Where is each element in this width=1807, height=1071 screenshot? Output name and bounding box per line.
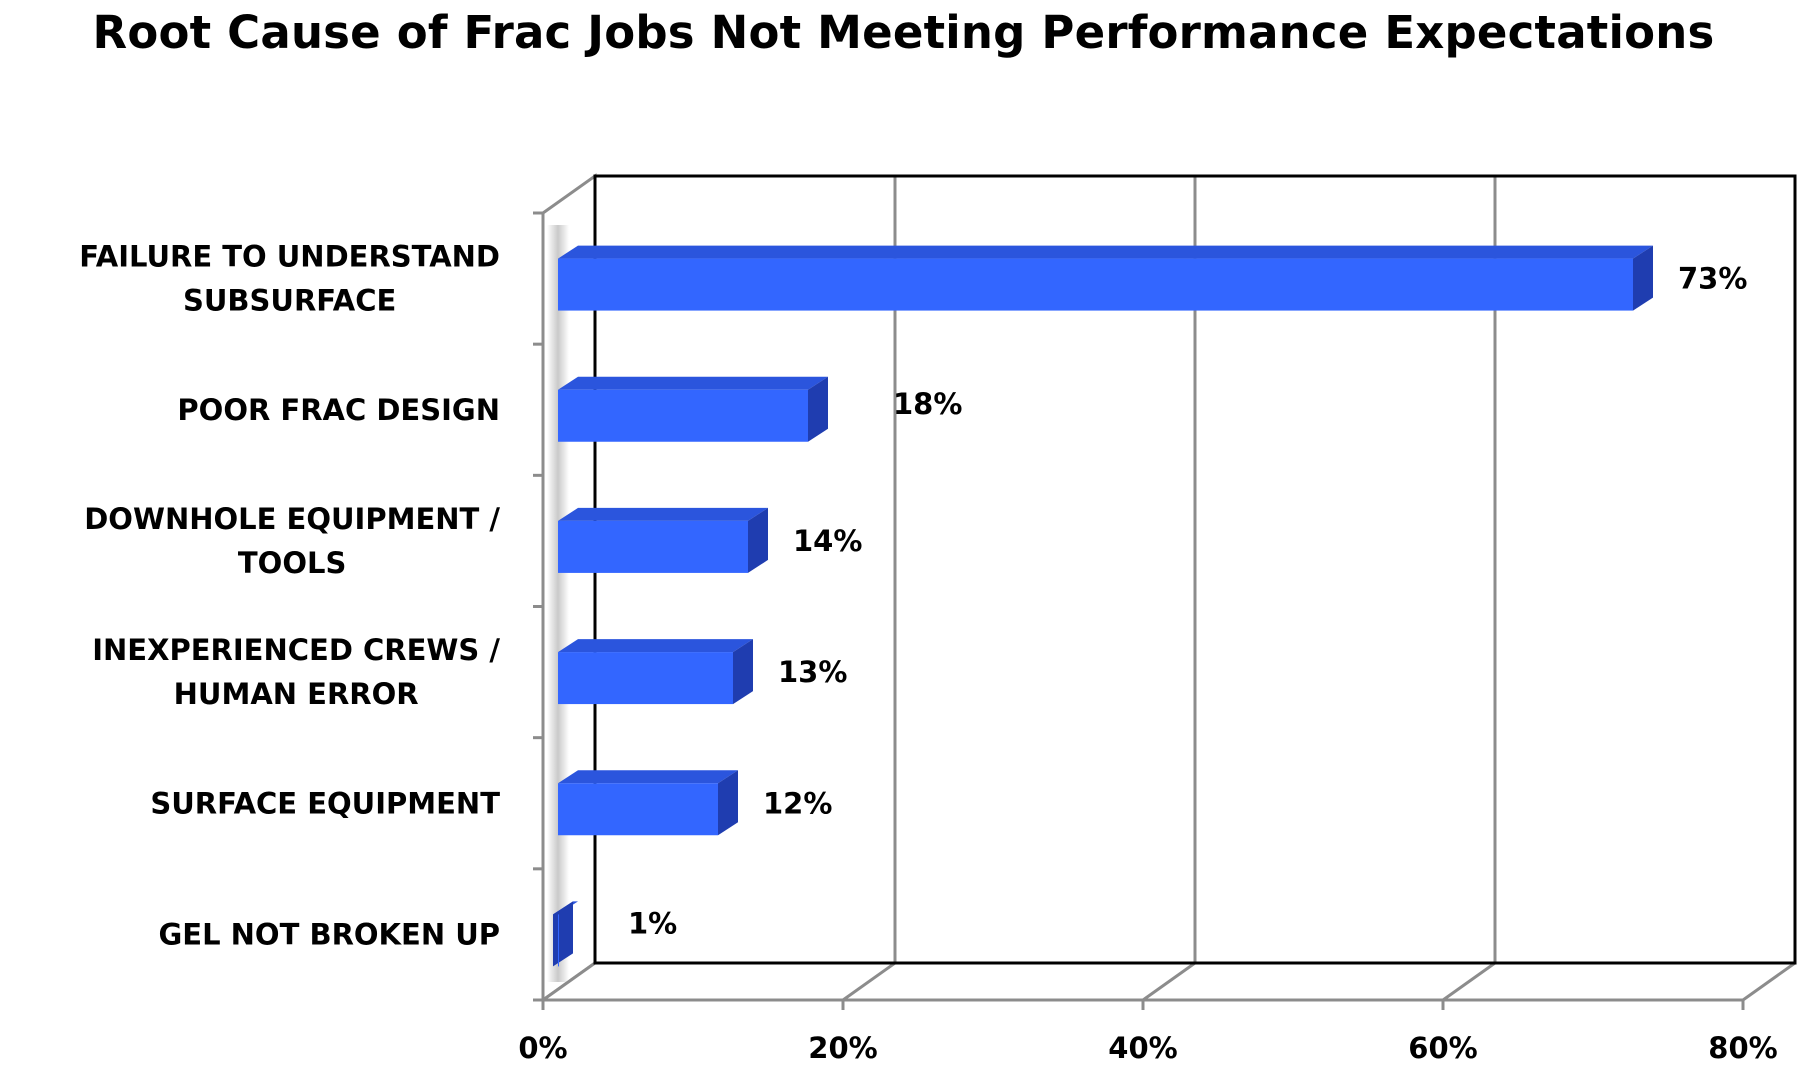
floor-gridline: [542, 961, 596, 1002]
category-label: GEL NOT BROKEN UP: [158, 917, 500, 951]
bars-group: [553, 245, 1653, 967]
floor-gridline: [1742, 961, 1796, 1002]
x-tick-label: 80%: [1708, 1031, 1777, 1065]
floor-gridline: [1442, 961, 1496, 1002]
bar-front-face: [558, 258, 1633, 311]
data-label: 12%: [763, 786, 832, 820]
bar-side-face: [808, 376, 828, 442]
x-tick-label: 0%: [518, 1031, 567, 1065]
bar: [558, 639, 753, 705]
data-label: 18%: [893, 387, 962, 421]
bar: [558, 376, 828, 442]
data-label: 14%: [793, 524, 862, 558]
labels-group: 73% FAILURE TO UNDERSTAND SUBSURFACE 18% POO…: [79, 240, 1777, 1065]
left-wall-shadow: [547, 225, 569, 982]
x-tick-label: 60%: [1408, 1031, 1477, 1065]
category-label: INEXPERIENCED CREWS /: [92, 633, 500, 667]
category-label: POOR FRAC DESIGN: [177, 393, 500, 427]
bar-front-face: [558, 389, 808, 442]
category-label: TOOLS: [238, 546, 346, 580]
bar: [558, 770, 738, 836]
bar-front-face: [558, 783, 718, 836]
floor-gridline: [842, 961, 896, 1002]
bar-top-face: [558, 639, 753, 653]
category-label: FAILURE TO UNDERSTAND: [79, 240, 500, 274]
x-tick-label: 20%: [808, 1031, 877, 1065]
bar-front-face: [558, 520, 748, 573]
bar: [553, 901, 578, 967]
bar-top-face: [558, 376, 828, 390]
bar-front-face: [558, 652, 733, 705]
bar-side-face: [733, 639, 753, 705]
chart-title: Root Cause of Frac Jobs Not Meeting Perf…: [92, 6, 1715, 59]
x-tick-label: 40%: [1108, 1031, 1177, 1065]
category-label: SUBSURFACE: [183, 284, 396, 318]
data-label: 73%: [1678, 262, 1747, 296]
bar: [558, 507, 768, 573]
bar-top-face: [558, 507, 768, 521]
floor-gridline: [1142, 961, 1196, 1002]
bar-front-face: [558, 914, 559, 967]
bar-side-face: [748, 507, 768, 573]
bar-top-face: [558, 245, 1653, 259]
bar-side-face: [718, 770, 738, 836]
bar-side-face: [1633, 245, 1653, 311]
bar: [558, 245, 1653, 311]
category-label: SURFACE EQUIPMENT: [150, 786, 500, 820]
bar-top-face: [558, 770, 738, 784]
data-label: 13%: [778, 655, 847, 689]
data-label: 1%: [628, 906, 677, 940]
category-label: DOWNHOLE EQUIPMENT /: [84, 502, 500, 536]
category-label: HUMAN ERROR: [174, 677, 419, 711]
